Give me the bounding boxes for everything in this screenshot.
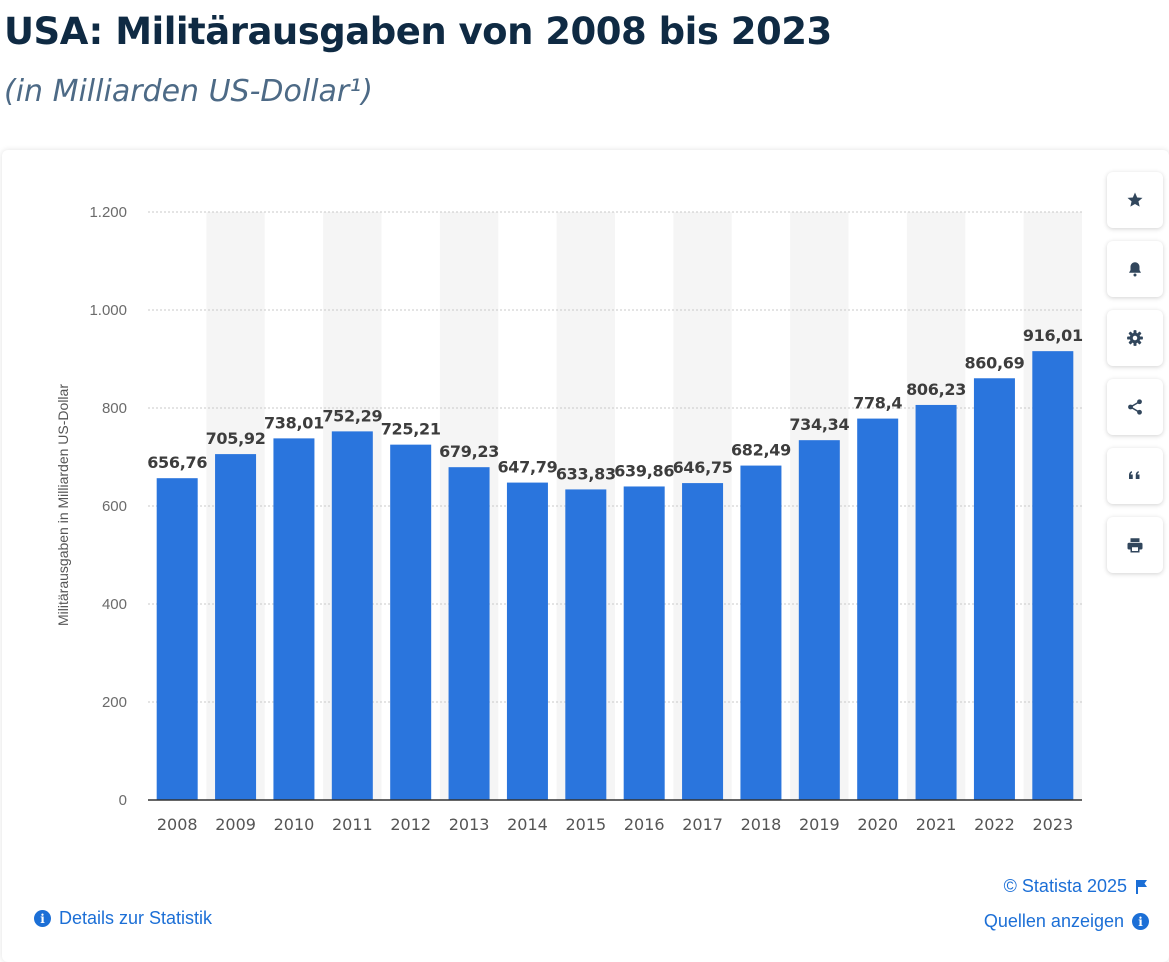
bar	[915, 404, 957, 800]
copyright-text: © Statista 2025	[1003, 876, 1127, 896]
favorite-button[interactable]	[1107, 172, 1163, 228]
x-tick-label: 2013	[449, 815, 490, 834]
x-tick-label: 2019	[799, 815, 840, 834]
bar	[565, 489, 607, 800]
value-label: 806,23	[906, 380, 966, 399]
value-label: 679,23	[439, 442, 499, 461]
value-label: 860,69	[964, 353, 1024, 372]
value-label: 646,75	[673, 458, 733, 477]
cite-button[interactable]	[1107, 448, 1163, 504]
bar	[156, 478, 198, 800]
bar	[973, 378, 1015, 800]
value-label: 752,29	[322, 406, 382, 425]
details-link[interactable]: i Details zur Statistik	[34, 908, 212, 929]
bar	[740, 465, 782, 800]
sources-link-label: Quellen anzeigen	[983, 911, 1124, 931]
share-button[interactable]	[1107, 379, 1163, 435]
y-axis-label: Militärausgaben in Milliarden US-Dollar	[55, 384, 71, 626]
x-tick-label: 2008	[157, 815, 198, 834]
value-label: 778,4	[853, 394, 902, 413]
x-tick-label: 2021	[916, 815, 957, 834]
value-label: 738,01	[264, 413, 324, 432]
flag-icon[interactable]	[1135, 879, 1149, 895]
x-tick-label: 2016	[624, 815, 665, 834]
value-label: 682,49	[731, 441, 791, 460]
details-link-label: Details zur Statistik	[59, 908, 213, 928]
x-tick-label: 2014	[507, 815, 548, 834]
x-tick-label: 2009	[215, 815, 256, 834]
sources-link[interactable]: Quellen anzeigen i	[984, 911, 1149, 932]
y-tick-label: 800	[102, 400, 127, 417]
star-icon	[1127, 192, 1143, 207]
y-tick-label: 0	[119, 792, 127, 809]
value-label: 656,76	[147, 453, 207, 472]
page-subtitle: (in Milliarden US-Dollar¹)	[4, 74, 373, 109]
x-tick-label: 2018	[741, 815, 782, 834]
y-axis-ticks: 0 200 400 600 800 1.000 1.200	[89, 204, 127, 809]
x-tick-label: 2012	[390, 815, 431, 834]
y-tick-label: 600	[102, 498, 127, 515]
bar	[331, 431, 373, 800]
x-tick-label: 2020	[857, 815, 898, 834]
value-label: 734,34	[789, 415, 849, 434]
bell-icon	[1129, 262, 1141, 277]
x-tick-label: 2015	[565, 815, 606, 834]
value-label: 725,21	[381, 420, 441, 439]
chart-toolbar	[1107, 172, 1163, 573]
y-tick-label: 200	[102, 694, 127, 711]
bar	[448, 467, 490, 800]
bar	[857, 418, 899, 800]
x-tick-label: 2011	[332, 815, 373, 834]
value-label: 647,79	[497, 458, 557, 477]
x-tick-label: 2022	[974, 815, 1015, 834]
y-tick-label: 1.200	[89, 204, 127, 221]
print-button[interactable]	[1107, 517, 1163, 573]
bar	[215, 454, 257, 800]
bar	[1032, 351, 1074, 800]
bar	[273, 438, 315, 800]
bar-chart: 0 200 400 600 800 1.000 1.200 656,76 705,92738,…	[55, 204, 1083, 834]
bar	[798, 440, 840, 800]
bar	[506, 482, 548, 800]
bar	[623, 486, 665, 800]
page-title: USA: Militärausgaben von 2008 bis 2023	[4, 10, 832, 53]
copyright-notice: © Statista 2025	[1004, 876, 1149, 897]
x-tick-label: 2010	[274, 815, 315, 834]
value-label: 916,01	[1023, 326, 1083, 345]
share-icon	[1128, 399, 1142, 415]
quote-icon	[1129, 471, 1140, 479]
info-icon: i	[34, 910, 51, 927]
bars	[156, 351, 1074, 800]
bar	[390, 444, 432, 800]
value-label: 639,86	[614, 461, 674, 480]
y-tick-label: 400	[102, 596, 127, 613]
bar	[682, 483, 724, 800]
y-tick-label: 1.000	[89, 302, 127, 319]
value-label: 705,92	[206, 429, 266, 448]
x-tick-label: 2023	[1032, 815, 1073, 834]
printer-icon	[1127, 538, 1143, 553]
value-label: 633,83	[556, 464, 616, 483]
settings-button[interactable]	[1107, 310, 1163, 366]
info-icon: i	[1132, 913, 1149, 930]
x-tick-label: 2017	[682, 815, 723, 834]
x-axis-ticks: 2008 2009 2010 2011 2012 2013 2014 2015 2016 2017…	[157, 815, 1073, 834]
gear-icon	[1127, 330, 1143, 346]
notification-button[interactable]	[1107, 241, 1163, 297]
